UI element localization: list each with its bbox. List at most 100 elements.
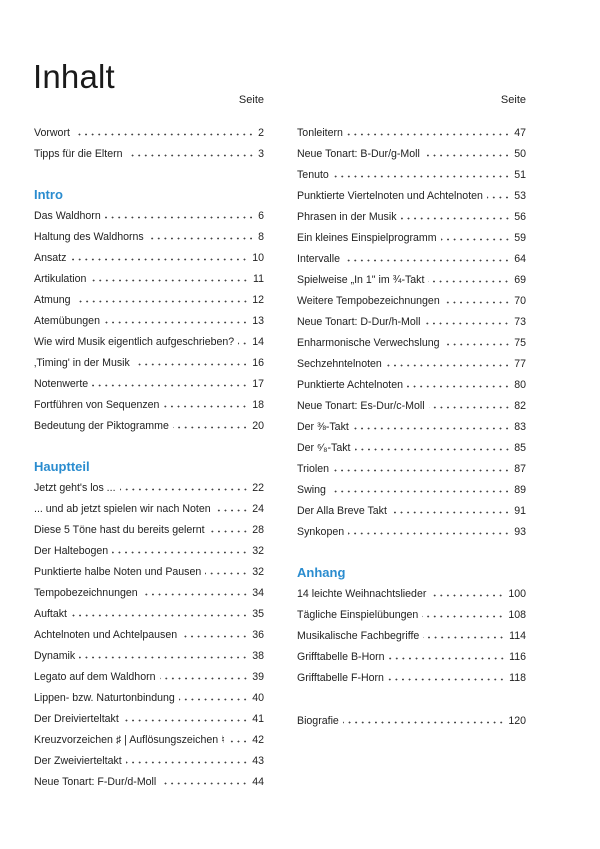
toc-entry[interactable]: Dynamik 38 [34,646,264,667]
toc-entry-label: Grifftabelle F-Horn [297,672,384,684]
toc-entry[interactable]: Grifftabelle B-Horn 116 [297,647,526,668]
dot-leader [181,630,249,638]
dot-leader [126,149,255,157]
toc-entry[interactable]: Tempobezeichnungen 34 [34,583,264,604]
toc-entry[interactable]: Tägliche Einspielübungen 108 [297,605,526,626]
toc-entry-page: 77 [514,358,526,370]
toc-entry[interactable]: Das Waldhorn 6 [34,206,264,227]
toc-entry-label: Neue Tonart: B-Dur/g-Moll [297,148,420,160]
toc-entry[interactable]: Auftakt 35 [34,604,264,625]
dot-leader [178,693,249,701]
toc-entry-page: 114 [509,630,526,642]
toc-entry[interactable]: Der Dreivierteltakt 41 [34,709,264,730]
toc-entry[interactable]: Synkopen 93 [297,522,526,543]
toc-entry[interactable]: Weitere Tempobezeichnungen 70 [297,291,526,312]
toc-entry-label: Haltung des Waldhorns [34,231,144,243]
toc-entry[interactable]: Punktierte Viertelnoten und Achtelnoten 5… [297,186,526,207]
toc-entry[interactable]: Achtelnoten und Achtelpausen 36 [34,625,264,646]
toc-entry[interactable]: Atemübungen 13 [34,311,264,332]
toc-entry-page: 73 [514,316,526,328]
toc-entry[interactable]: Neue Tonart: D-Dur/h-Moll 73 [297,312,526,333]
toc-entry-label: Ein kleines Einspielprogramm [297,232,437,244]
toc-entry[interactable]: Biografie 120 [297,711,526,732]
toc-entry[interactable]: Atmung 12 [34,290,264,311]
toc-entry[interactable]: Swing 89 [297,480,526,501]
toc-entry[interactable]: ‚Timing' in der Musik 16 [34,353,264,374]
toc-entry[interactable]: Der Haltebogen 32 [34,541,264,562]
toc-entry[interactable]: Neue Tonart: Es-Dur/c-Moll 82 [297,396,526,417]
toc-entry-page: 6 [258,210,264,222]
toc-column-left: Seite Vorwort 2 Tipps für die Eltern 3 Intro D… [34,90,264,793]
toc-entry[interactable]: Sechzehntelnoten 77 [297,354,526,375]
toc-entry[interactable]: Artikulation 11 [34,269,264,290]
dot-leader [486,191,511,199]
section-heading: Intro [34,187,63,202]
toc-entry-page: 32 [252,566,264,578]
toc-entry[interactable]: Triolen 87 [297,459,526,480]
dot-leader [238,337,249,345]
toc-entry-label: Intervalle [297,253,340,265]
toc-entry[interactable]: Jetzt geht's los ... 22 [34,478,264,499]
dot-leader [159,672,249,680]
toc-entry-label: Weitere Tempobezeichnungen [297,295,440,307]
toc-entry-page: 14 [252,336,264,348]
dot-leader [443,296,511,304]
toc-entry[interactable]: Haltung des Waldhorns 8 [34,227,264,248]
toc-entry-label: Diese 5 Töne hast du bereits gelernt [34,524,205,536]
toc-entry[interactable]: Punktierte halbe Noten und Pausen 32 [34,562,264,583]
toc-entry-label: Tägliche Einspielübungen [297,609,419,621]
toc-entry[interactable]: ... und ab jetzt spielen wir nach Noten 2… [34,499,264,520]
toc-entry[interactable]: Tipps für die Eltern 3 [34,144,264,165]
dot-leader [74,295,249,303]
dot-leader [428,275,511,283]
toc-entry[interactable]: Bedeutung der Piktogramme 20 [34,416,264,437]
toc-entry[interactable]: 14 leichte Weihnachtslieder 100 [297,584,526,605]
toc-entry-label: Musikalische Fachbegriffe [297,630,420,642]
toc-entry[interactable]: Der ⅜-Takt 83 [297,417,526,438]
toc-entry-page: 51 [514,169,526,181]
dot-leader [103,316,249,324]
dot-leader [104,211,255,219]
toc-entry[interactable]: Enharmonische Verwechslung 75 [297,333,526,354]
dot-leader [112,546,249,554]
toc-entry-label: Triolen [297,463,329,475]
toc-entry[interactable]: Vorwort 2 [34,123,264,144]
toc-entry[interactable]: Kreuzvorzeichen ♯ | Auflösungszeichen ♮ 4… [34,730,264,751]
toc-entry[interactable]: Notenwerte 17 [34,374,264,395]
toc-entry[interactable]: Spielweise „In 1" im ¾-Takt 69 [297,270,526,291]
toc-entry-page: 18 [252,399,264,411]
toc-entry-label: Der Dreivierteltakt [34,713,119,725]
toc-entry[interactable]: Fortführen von Sequenzen 18 [34,395,264,416]
toc-entry-page: 40 [252,692,264,704]
toc-entry[interactable]: Der Zweivierteltakt 43 [34,751,264,772]
toc-entry-label: Vorwort [34,127,70,139]
dot-leader [385,359,511,367]
toc-entry[interactable]: Intervalle 64 [297,249,526,270]
toc-entry[interactable]: Grifftabelle F-Horn 118 [297,668,526,689]
toc-entry[interactable]: Diese 5 Töne hast du bereits gelernt 28 [34,520,264,541]
dot-leader [428,401,511,409]
toc-entry[interactable]: Musikalische Fachbegriffe 114 [297,626,526,647]
toc-entry-page: 85 [514,442,526,454]
toc-entry[interactable]: Ein kleines Einspielprogramm 59 [297,228,526,249]
dot-leader [430,589,505,597]
dot-leader [354,443,511,451]
toc-entry-label: Swing [297,484,326,496]
toc-entry[interactable]: Der Alla Breve Takt 91 [297,501,526,522]
toc-entry[interactable]: Lippen- bzw. Naturtonbindung 40 [34,688,264,709]
toc-entry[interactable]: Neue Tonart: F-Dur/d-Moll 44 [34,772,264,793]
toc-entry[interactable]: Der ⁶⁄₈-Takt 85 [297,438,526,459]
toc-entry[interactable]: Punktierte Achtelnoten 80 [297,375,526,396]
toc-entry[interactable]: Phrasen in der Musik 56 [297,207,526,228]
toc-entry-label: Grifftabelle B-Horn [297,651,385,663]
dot-leader [423,631,506,639]
toc-entry[interactable]: Wie wird Musik eigentlich aufgeschrieben… [34,332,264,353]
toc-entry[interactable]: Tonleitern 47 [297,123,526,144]
toc-entry[interactable]: Neue Tonart: B-Dur/g-Moll 50 [297,144,526,165]
toc-entry[interactable]: Ansatz 10 [34,248,264,269]
toc-entry[interactable]: Legato auf dem Waldhorn 39 [34,667,264,688]
toc-entry[interactable]: Tenuto 51 [297,165,526,186]
toc-entry-label: Phrasen in der Musik [297,211,397,223]
toc-entry-page: 17 [252,378,264,390]
dot-leader [141,588,249,596]
